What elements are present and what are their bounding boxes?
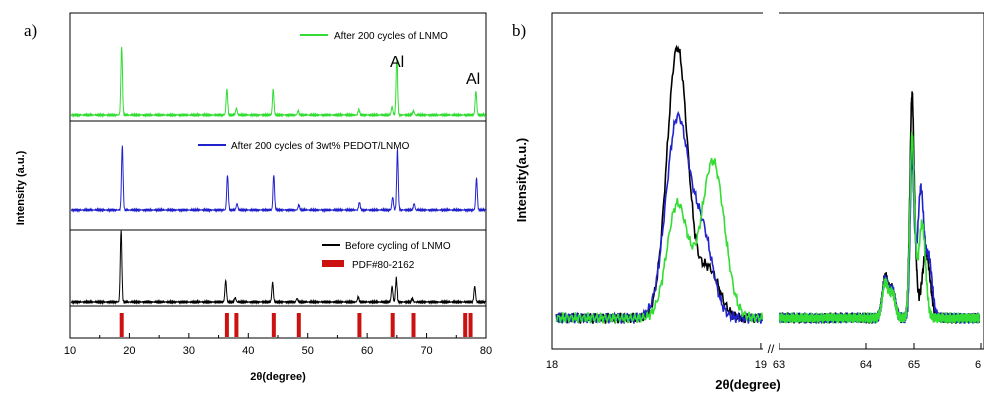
reference-bar (463, 313, 468, 337)
panel-b-xtick-label: 65 (908, 359, 920, 371)
reference-bar (390, 313, 395, 337)
panel-a-reference-bars (119, 313, 473, 337)
panel-b-xtick-label: 6 (975, 359, 981, 371)
panel-a-series-line (70, 145, 486, 214)
legend-label-before: Before cycling of LNMO (345, 241, 451, 252)
panel-a-xtick-label: 60 (361, 345, 373, 357)
annotation-al-2: Al (466, 71, 480, 88)
panel-a-xtick-label: 30 (183, 345, 195, 357)
reference-bar (296, 313, 301, 337)
panel-b-series (555, 44, 981, 325)
panel-a-series-line (70, 230, 486, 306)
annotation-al-1: Al (390, 54, 404, 71)
panel-b-label: b) (512, 21, 526, 40)
panel-a-xlabel: 2θ(degree) (250, 371, 306, 383)
reference-bar (234, 313, 239, 337)
panel-b-xtick-label: 19 (755, 359, 767, 371)
panel-b-xtick-label: 18 (546, 359, 558, 371)
axis-break-mark: // (768, 342, 775, 356)
panel-b-ylabel: Intensity(a.u.) (514, 138, 529, 223)
panel-b: 18 19 63 64 65 6 // b) 2θ(degree) Intensity(a… (512, 10, 984, 392)
panel-a-xtick-label: 70 (420, 345, 432, 357)
panel-a-xtick-label: 40 (242, 345, 254, 357)
panel-a-ylabel: Intensity (a.u.) (15, 150, 27, 225)
reference-bar (119, 313, 124, 337)
panel-b-xtick-label: 63 (773, 359, 785, 371)
panel-a-xtick-label: 20 (123, 345, 135, 357)
panel-a-xtick-label: 80 (480, 345, 492, 357)
reference-bar (224, 313, 229, 337)
axis-break-gap (763, 10, 779, 355)
reference-bar (271, 313, 276, 337)
panel-a-xtick-label: 10 (64, 345, 76, 357)
panel-a-xtick-label: 50 (302, 345, 314, 357)
legend-label-lnmo: After 200 cycles of LNMO (334, 31, 448, 42)
legend-label-pdf: PDF#80-2162 (352, 260, 415, 271)
panel-b-series-line (555, 131, 981, 325)
panel-b-xtick-label: 64 (860, 359, 872, 371)
reference-bar (468, 313, 473, 337)
panel-a-xticks: 10 20 30 40 50 60 70 80 (64, 333, 492, 357)
legend-label-pedot: After 200 cycles of 3wt% PEDOT/LNMO (231, 141, 410, 152)
legend-swatch-pdf (322, 260, 344, 267)
panel-a-plot-frame (69, 12, 487, 339)
panel-a-series (70, 46, 486, 306)
reference-bar (411, 313, 416, 337)
panel-b-xticks: 18 19 63 64 65 6 (546, 343, 982, 371)
panel-a: 10 20 30 40 50 60 70 80 a) 2θ(degree) Intensity… (15, 12, 492, 383)
panel-a-series-line (70, 46, 486, 119)
panel-a-label: a) (24, 21, 37, 40)
reference-bar (357, 313, 362, 337)
panel-b-xlabel: 2θ(degree) (715, 377, 781, 392)
